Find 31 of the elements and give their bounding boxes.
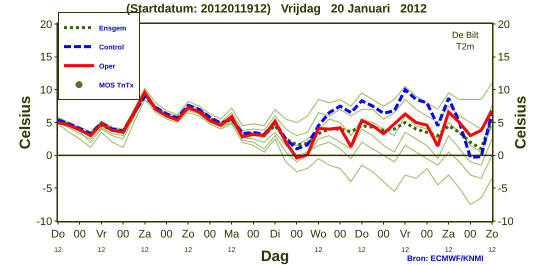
y-tick-label: 10 xyxy=(40,84,52,97)
x-tick-label: 00 xyxy=(464,228,476,241)
y-tick-label: 5 xyxy=(46,117,52,130)
annotation: De Bilt T2m xyxy=(452,30,480,52)
x-tick-label: 00 xyxy=(420,228,434,241)
y2-axis-title: Celsius xyxy=(512,96,530,150)
x-tick-label: 00 xyxy=(160,228,173,241)
x-tick-label: Di xyxy=(270,228,280,241)
text: Bron: ECMWF/KNMI xyxy=(407,254,484,263)
y2-tick-label: 5 xyxy=(498,117,504,130)
y2-tick-label: 10 xyxy=(498,84,510,97)
x-axis-title: Dag xyxy=(260,248,290,265)
x-tick-label: 00 xyxy=(204,228,216,241)
chart-title: (Startdatum: 2012011912) Vrijdag 20 Januari 2012 xyxy=(126,1,428,16)
x-tick-label: 00 xyxy=(116,228,130,241)
y2-tick-label: 20 xyxy=(498,18,510,31)
y2-tick-label: 0 xyxy=(498,150,504,162)
x-tick-label: 00 xyxy=(247,228,260,241)
y2-tick-label: -10 xyxy=(498,216,514,228)
y2-tick-label: 15 xyxy=(498,52,510,64)
x-tick-label: 00 xyxy=(74,228,86,241)
y-tick-label: -10 xyxy=(36,216,52,228)
x-tick-label: 00 xyxy=(334,228,346,241)
y-tick-label: 15 xyxy=(40,52,52,64)
x-tick-label: 00 xyxy=(377,228,390,241)
x-tick-label: 00 xyxy=(290,228,303,241)
y-tick-label: 20 xyxy=(40,18,52,31)
y2-tick-label: -5 xyxy=(498,183,508,196)
y-axis-title: Celsius xyxy=(16,96,34,150)
y-tick-label: -5 xyxy=(42,183,52,196)
y-tick-label: 0 xyxy=(46,150,52,162)
